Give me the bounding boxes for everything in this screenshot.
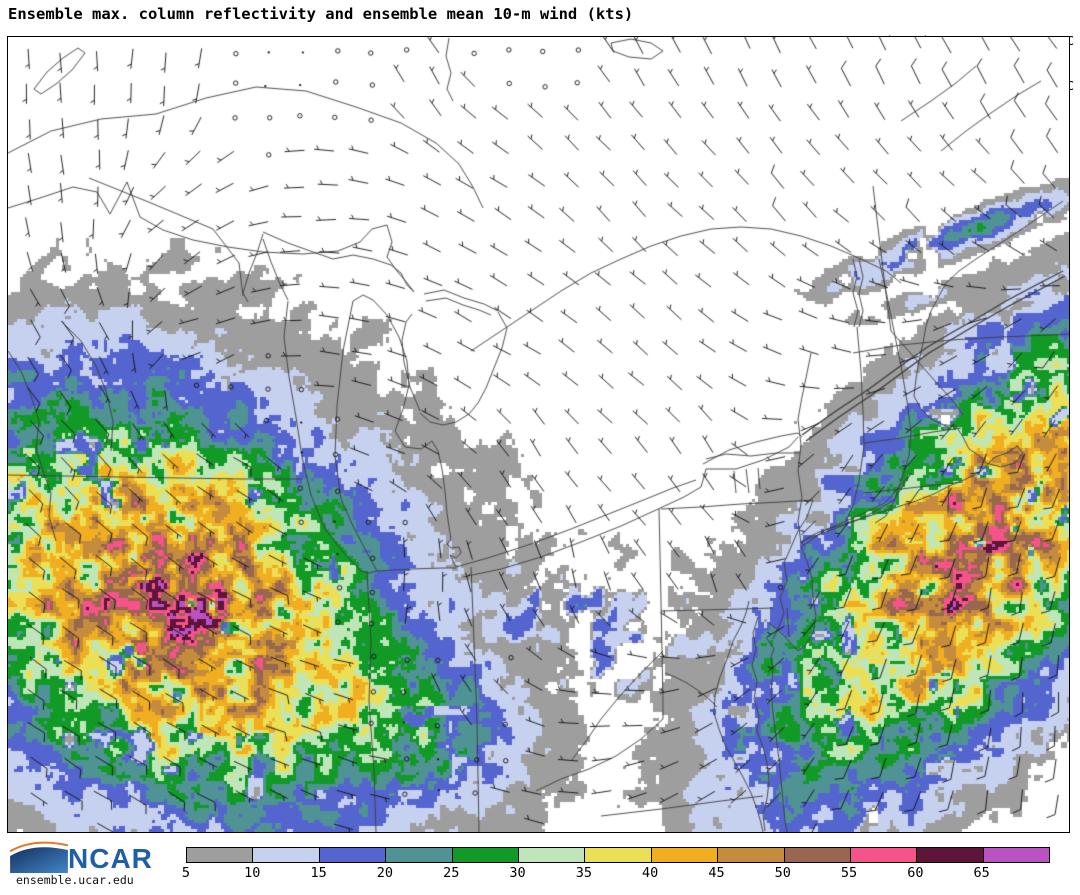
colorbar-tick-label: 55	[840, 865, 858, 881]
colorbar-tick-label: 15	[310, 865, 327, 881]
reflectivity-wind-map-canvas	[8, 37, 1069, 832]
colorbar-segment	[319, 848, 387, 862]
colorbar-tick-label: 60	[907, 865, 924, 881]
colorbar-tick-label: 65	[973, 865, 990, 881]
colorbar-tick-label: 10	[244, 865, 261, 881]
colorbar-segment	[187, 848, 254, 862]
colorbar-tick-label: 35	[575, 865, 592, 881]
colorbar-tick-label: 30	[509, 865, 526, 881]
colorbar-segment	[585, 848, 652, 862]
colorbar-tick-label: 40	[642, 865, 659, 881]
colorbar-tick-label: 25	[443, 865, 460, 881]
colorbar-segment	[718, 848, 785, 862]
colorbar-segment	[386, 848, 453, 862]
colorbar-tick-label: 5	[181, 865, 191, 881]
colorbar-segment	[784, 848, 851, 862]
colorbar-segment	[983, 848, 1050, 862]
footer-bar: NCAR ensemble.ucar.edu 5 10 15 20 25 30 35 40 45…	[0, 833, 1080, 895]
colorbar-segment	[651, 848, 719, 862]
colorbar-segment	[452, 848, 519, 862]
ncar-wordmark: NCAR	[68, 843, 153, 874]
colorbar-segment	[917, 848, 984, 862]
page-title: Ensemble max. column reflectivity and en…	[8, 5, 634, 23]
colorbar-segment	[850, 848, 918, 862]
colorbar-tick-label: 50	[774, 865, 791, 881]
colorbar-segment	[253, 848, 320, 862]
reflectivity-colorbar	[186, 847, 1050, 863]
colorbar-segment	[518, 848, 586, 862]
map-frame	[7, 36, 1070, 833]
site-url: ensemble.ucar.edu	[16, 873, 134, 887]
colorbar-tick-label: 45	[708, 865, 725, 881]
ncar-logo-icon	[9, 841, 69, 873]
colorbar-tick-label: 20	[376, 865, 394, 881]
